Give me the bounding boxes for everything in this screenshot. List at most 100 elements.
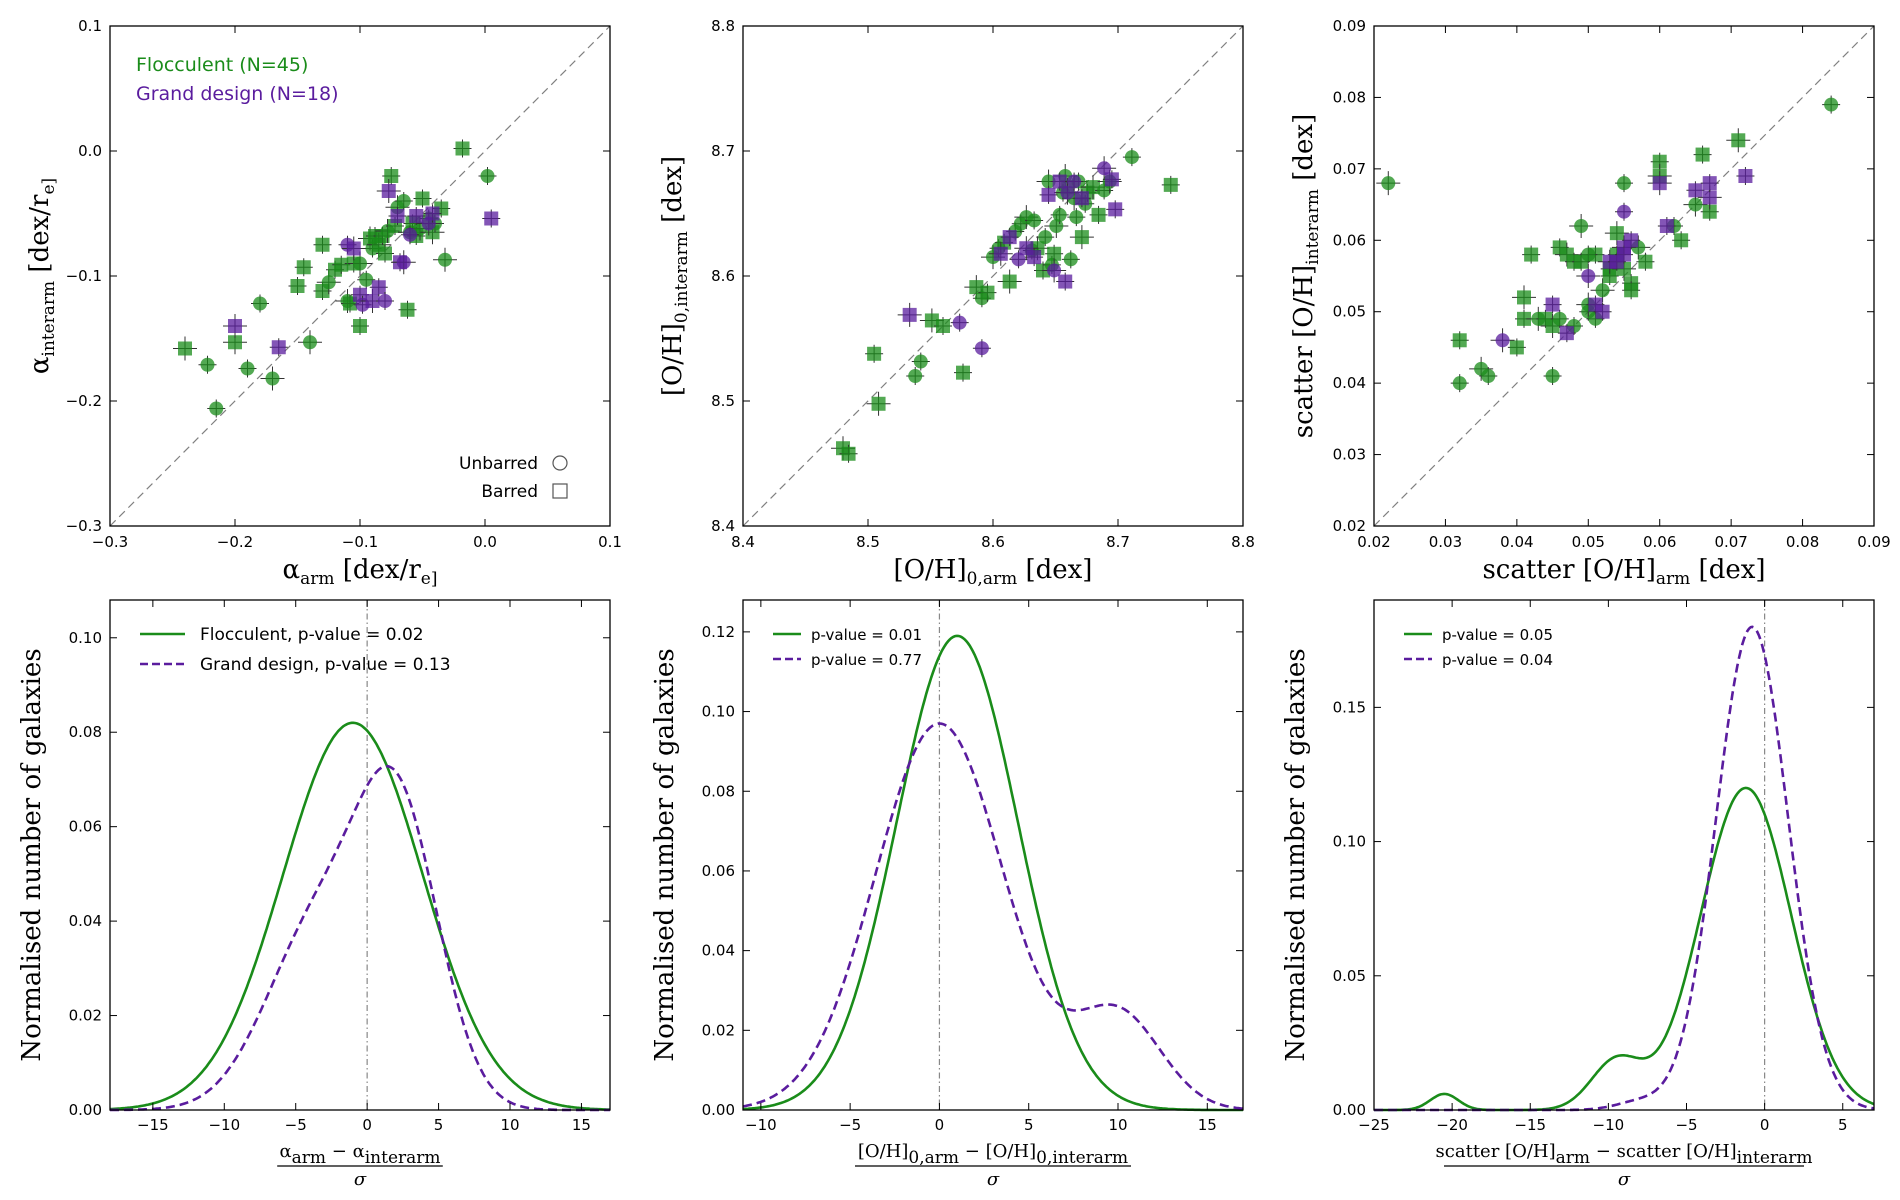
legend-unbarred-marker: [552, 455, 568, 471]
point-barred: [425, 206, 440, 221]
point-unbarred: [1581, 269, 1596, 283]
x-tick-label: 10: [1108, 1116, 1127, 1134]
point-unbarred: [209, 401, 224, 416]
point-barred: [1517, 311, 1531, 326]
panel-alpha: −0.3 −0.2 −0.1 0.0 0.1 −0.3 −0.2 −0.1 0.0 0.1 αarm…: [25, 17, 622, 589]
point-barred: [956, 365, 970, 380]
point-barred: [1074, 191, 1089, 206]
y-tick-label: 0.05: [1333, 967, 1366, 985]
panel-kde_scatter: p-value = 0.05 p-value = 0.04 −25 −20 −15 −10…: [1281, 599, 1875, 1190]
panel-kde_alpha: Flocculent, p-value = 0.02 Grand design, …: [17, 599, 611, 1190]
point-barred: [455, 141, 470, 156]
plot-frame: [1373, 25, 1875, 527]
point-barred: [1688, 183, 1703, 198]
x-tick-label: 0.03: [1429, 533, 1462, 551]
point-unbarred: [1052, 207, 1067, 222]
point-barred: [315, 237, 330, 252]
point-unbarred: [359, 272, 374, 287]
x-tick-label: −5: [1675, 1116, 1697, 1134]
x-tick-label: 8.5: [856, 533, 880, 551]
y-tick-label: 0.06: [69, 818, 102, 836]
y-tick-label: 0.02: [69, 1007, 102, 1025]
point-barred: [1738, 169, 1753, 183]
point-unbarred: [1545, 369, 1560, 383]
x-axis-label: scatter [O/H]arm​ [dex]: [1482, 555, 1765, 589]
x-axis-label-numerator: αarm​ − αinterarm​: [279, 1141, 440, 1168]
point-barred: [1027, 250, 1042, 265]
legend-grand-design: Grand design (N=18): [136, 83, 339, 105]
point-barred: [936, 319, 950, 333]
legend-label: p-value = 0.04: [1442, 651, 1553, 669]
y-tick-label: 0.00: [702, 1101, 735, 1119]
x-tick-label: 8.4: [731, 533, 755, 551]
point-unbarred: [396, 194, 411, 208]
y-tick-label: 0.03: [1333, 446, 1366, 464]
x-tick-label: −0.1: [342, 533, 378, 551]
point-unbarred: [200, 357, 215, 372]
point-unbarred: [1038, 230, 1053, 245]
point-barred: [1091, 207, 1106, 222]
x-axis-label-denominator: σ: [1618, 1169, 1631, 1190]
kde-curve-flocculent: [109, 721, 610, 1111]
point-barred: [178, 341, 192, 356]
point-unbarred: [1688, 197, 1703, 212]
y-tick-label: 0.15: [1333, 698, 1366, 716]
point-barred: [346, 241, 361, 256]
point-barred: [1652, 176, 1667, 191]
point-unbarred: [1617, 176, 1631, 191]
y-tick-label: 0.08: [69, 723, 102, 741]
y-tick-label: 0.04: [69, 912, 102, 930]
x-axis-label: [O/H]0,arm​ [dex]: [894, 555, 1093, 589]
point-barred: [1609, 226, 1624, 241]
y-tick-label: 0.1: [78, 17, 102, 35]
point-barred: [228, 335, 242, 350]
x-tick-label: 8.6: [981, 533, 1005, 551]
point-unbarred: [1047, 263, 1062, 278]
y-tick-label: −0.3: [66, 517, 102, 535]
point-unbarred: [1063, 252, 1078, 267]
y-tick-label: 8.6: [711, 267, 735, 285]
x-tick-label: 15: [1198, 1116, 1217, 1134]
point-unbarred: [378, 294, 392, 308]
point-unbarred: [321, 275, 336, 290]
x-tick-label: 0.04: [1500, 533, 1533, 551]
point-barred: [1545, 297, 1560, 312]
point-unbarred: [1495, 333, 1510, 348]
y-tick-label: 8.4: [711, 517, 735, 535]
point-unbarred: [908, 369, 923, 383]
x-tick-label: 10: [500, 1116, 519, 1134]
legend-unbarred: Unbarred: [459, 454, 538, 474]
point-barred: [1702, 190, 1717, 205]
x-tick-label: 0: [935, 1116, 945, 1134]
point-barred: [1559, 326, 1574, 341]
x-tick-label: 0.07: [1714, 533, 1747, 551]
y-tick-label: 0.04: [702, 942, 735, 960]
y-tick-label: −0.2: [66, 392, 102, 410]
point-barred: [980, 285, 995, 300]
point-unbarred: [1124, 150, 1139, 165]
point-barred: [1041, 187, 1056, 202]
point-unbarred: [253, 296, 267, 311]
point-barred: [1652, 154, 1667, 169]
point-barred: [1509, 340, 1524, 355]
point-unbarred: [303, 335, 317, 350]
point-barred: [334, 257, 349, 272]
y-tick-label: 0.0: [78, 142, 102, 160]
y-tick-label: 0.06: [1333, 231, 1366, 249]
point-barred: [1002, 274, 1017, 289]
point-barred: [1047, 246, 1062, 261]
panel-kde_oh: p-value = 0.01 p-value = 0.77 −10 −5 0 5 10 15 0…: [650, 599, 1244, 1190]
point-barred: [1624, 283, 1639, 298]
point-barred: [271, 340, 286, 355]
y-tick-label: 8.5: [711, 392, 735, 410]
point-unbarred: [1097, 161, 1112, 176]
point-barred: [867, 346, 882, 361]
point-barred: [1702, 176, 1717, 191]
y-tick-label: 0.00: [69, 1101, 102, 1119]
x-tick-label: 8.8: [1231, 533, 1255, 551]
plot-frame: [109, 599, 611, 1111]
x-tick-label: −25: [1358, 1116, 1390, 1134]
kde-curve-grand-design: [110, 764, 610, 1112]
y-axis-label: Normalised number of galaxies: [650, 648, 680, 1061]
